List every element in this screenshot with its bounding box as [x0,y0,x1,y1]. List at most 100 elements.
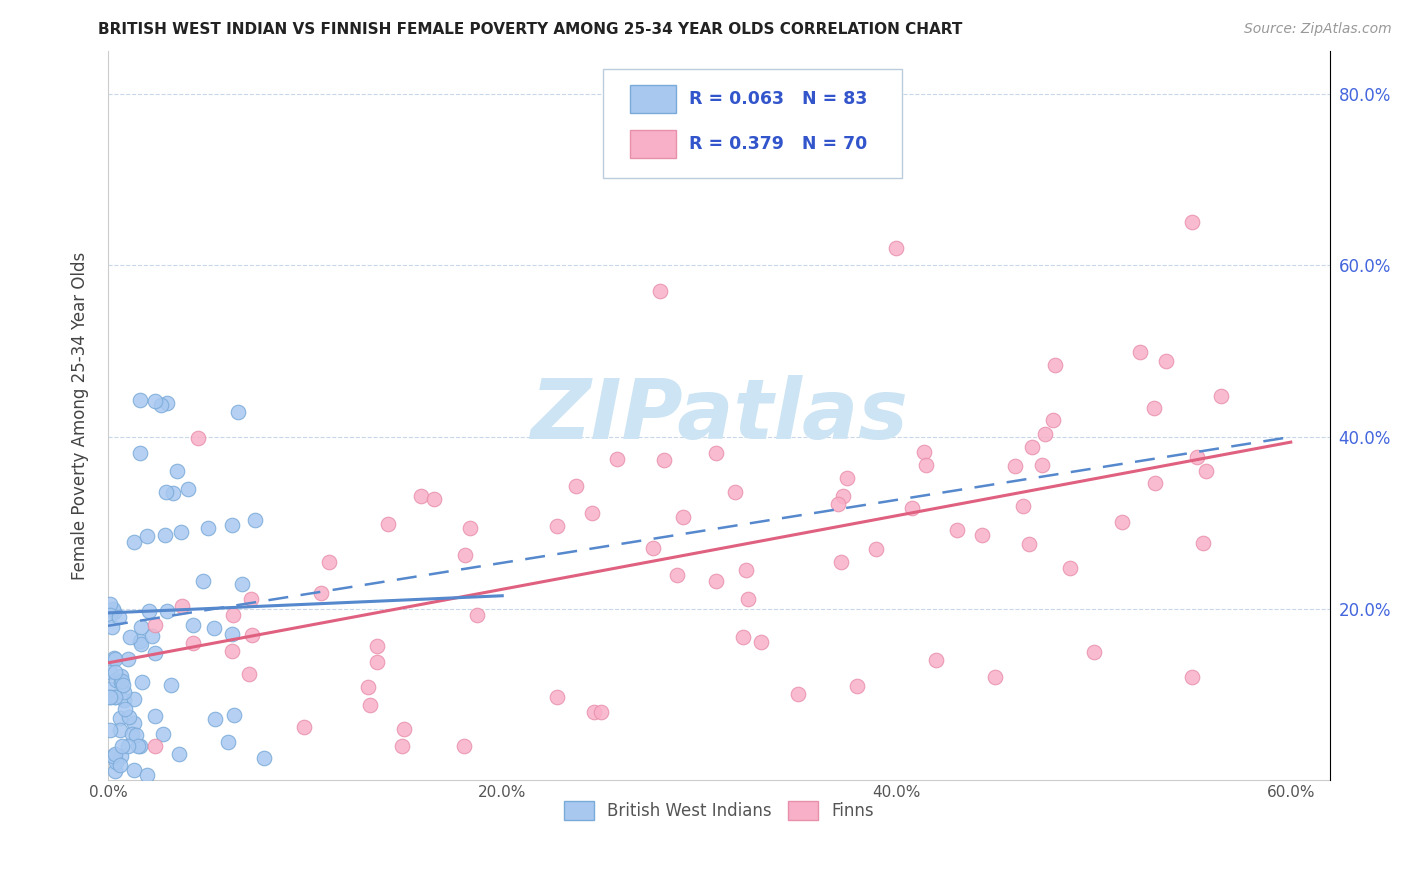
Point [1012,499,1035,513]
Point [202,621,225,635]
Point [110,674,132,689]
Text: Source: ZipAtlas.com: Source: ZipAtlas.com [1244,22,1392,37]
Point [160,678,183,692]
Point [453,739,475,753]
Point [114,702,136,716]
Point [187,430,209,444]
Point [98,723,121,738]
Point [107,610,129,624]
Point [122,692,145,706]
Point [309,585,332,599]
Point [1083,644,1105,658]
Text: ZIPatlas: ZIPatlas [530,375,908,456]
Point [243,513,266,527]
Point [1181,215,1204,229]
Point [366,639,388,653]
Point [166,464,188,478]
FancyBboxPatch shape [630,85,676,112]
Point [672,509,695,524]
Point [221,643,243,657]
Point [98,598,121,612]
Point [156,604,179,618]
Point [242,628,264,642]
Point [143,646,166,660]
Point [143,739,166,753]
Point [1185,450,1208,464]
Point [117,710,139,724]
Point [118,630,141,644]
Point [253,751,276,765]
Point [454,548,477,562]
Point [1004,459,1026,474]
Point [156,395,179,409]
FancyBboxPatch shape [603,69,903,178]
Point [1059,560,1081,574]
Point [100,620,122,634]
Point [1031,458,1053,472]
Point [238,666,260,681]
Point [706,574,728,588]
Text: R = 0.379   N = 70: R = 0.379 N = 70 [689,135,866,153]
Point [149,398,172,412]
Point [143,394,166,409]
Point [946,524,969,538]
Point [103,665,125,679]
Y-axis label: Female Poverty Among 25-34 Year Olds: Female Poverty Among 25-34 Year Olds [72,252,89,580]
Point [103,605,125,619]
Point [221,626,243,640]
Point [124,763,146,777]
Point [129,620,152,634]
Legend: British West Indians, Finns: British West Indians, Finns [557,795,882,827]
Point [735,563,758,577]
Point [204,712,226,726]
Point [112,685,135,699]
Point [1192,535,1215,549]
Point [422,491,444,506]
Point [565,479,588,493]
Point [138,604,160,618]
Point [832,489,855,503]
Point [641,541,664,555]
Point [131,675,153,690]
Point [122,534,145,549]
Point [112,693,135,707]
Point [582,705,605,719]
Point [121,727,143,741]
Point [112,678,135,692]
Point [1143,475,1166,490]
Point [170,599,193,614]
Point [143,709,166,723]
Point [827,497,849,511]
Point [865,541,887,556]
Point [224,708,246,723]
Point [1154,354,1177,368]
Text: BRITISH WEST INDIAN VS FINNISH FEMALE POVERTY AMONG 25-34 YEAR OLDS CORRELATION : BRITISH WEST INDIAN VS FINNISH FEMALE PO… [98,22,963,37]
Point [129,392,152,407]
Point [606,451,628,466]
Point [129,445,152,459]
Point [129,637,152,651]
Point [458,521,481,535]
Point [984,670,1007,684]
Point [197,521,219,535]
Point [1181,670,1204,684]
Point [1143,401,1166,415]
Point [128,739,150,754]
Point [181,618,204,632]
Point [1033,426,1056,441]
Point [101,748,124,763]
Point [665,568,688,582]
Point [589,705,612,719]
Point [153,528,176,542]
Point [177,482,200,496]
Point [787,688,810,702]
Point [546,690,568,704]
Point [135,768,157,782]
Point [366,655,388,669]
Point [1045,358,1067,372]
Point [110,723,132,737]
Point [104,747,127,761]
Point [835,471,858,485]
Point [1129,345,1152,359]
Point [391,739,413,753]
